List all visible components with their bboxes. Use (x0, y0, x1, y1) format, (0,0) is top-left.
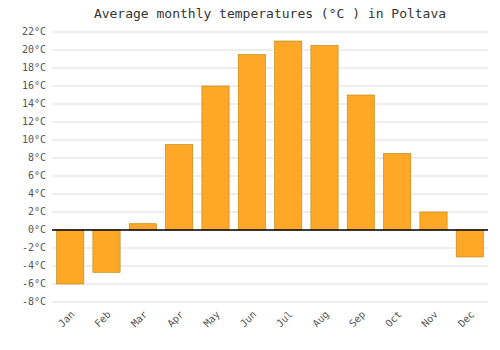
y-tick-label: -2°C (22, 242, 46, 253)
y-tick-label: 18°C (22, 62, 46, 73)
x-tick-label: Feb (92, 309, 113, 330)
x-tick-label: Jul (274, 309, 295, 330)
zero-line (52, 229, 488, 231)
y-tick-label: 10°C (22, 134, 46, 145)
grid-line (52, 68, 488, 69)
y-tick-label: 14°C (22, 98, 46, 109)
x-tick-label: Sep (347, 309, 368, 330)
y-tick-label: 6°C (28, 170, 46, 181)
y-ticks: -8°C -6°C -4°C -2°C 0°C 2°C 4°C 6°C 8°C 10°C 12°C 1… (22, 26, 46, 307)
chart: -8°C -6°C -4°C -2°C 0°C 2°C 4°C 6°C 8°C 10°C 12°C 1… (0, 0, 500, 350)
y-tick-label: -6°C (22, 278, 46, 289)
bar (347, 95, 374, 230)
x-tick-label: Aug (310, 309, 331, 330)
grid-line (52, 32, 488, 33)
grid-line (52, 122, 488, 123)
bar (384, 154, 411, 231)
x-tick-label: Nov (419, 309, 440, 330)
chart-root: -8°C -6°C -4°C -2°C 0°C 2°C 4°C 6°C 8°C 10°C 12°C 1… (0, 0, 500, 350)
grid-line (52, 104, 488, 105)
bar (57, 230, 84, 284)
y-tick-label: 0°C (28, 224, 46, 235)
bar (166, 145, 193, 231)
x-tick-label: Mar (129, 309, 150, 330)
grid-line (52, 50, 488, 51)
grid-line (52, 158, 488, 159)
grid-line (52, 284, 488, 285)
x-tick-label: Dec (456, 309, 477, 330)
y-grid (52, 32, 488, 302)
y-tick-label: 4°C (28, 188, 46, 199)
y-tick-label: 8°C (28, 152, 46, 163)
bar (238, 55, 265, 231)
y-tick-label: 20°C (22, 44, 46, 55)
grid-line (52, 194, 488, 195)
title: Average monthly temperatures (°C ) in Po… (94, 6, 446, 21)
grid-line (52, 176, 488, 177)
grid-line (52, 140, 488, 141)
bar (129, 224, 156, 230)
bars (57, 41, 484, 284)
y-tick-label: 22°C (22, 26, 46, 37)
x-tick-label: Oct (383, 309, 404, 330)
y-tick-label: 16°C (22, 80, 46, 91)
bar (311, 46, 338, 231)
x-tick-label: Jun (238, 309, 259, 330)
x-tick-label: Apr (165, 309, 186, 330)
grid-line (52, 302, 488, 303)
bar (420, 212, 447, 230)
bar (456, 230, 483, 257)
bar (275, 41, 302, 230)
y-tick-label: 12°C (22, 116, 46, 127)
grid-line (52, 230, 488, 231)
y-tick-label: 2°C (28, 206, 46, 217)
y-tick-label: -8°C (22, 296, 46, 307)
y-tick-label: -4°C (22, 260, 46, 271)
bar (93, 230, 120, 272)
bar (202, 86, 229, 230)
grid-line (52, 86, 488, 87)
x-tick-label: Jan (56, 309, 77, 330)
x-ticks: Jan Feb Mar Apr May Jun Jul Aug Sep Oct Nov Dec (56, 309, 476, 330)
x-tick-label: May (201, 309, 222, 330)
